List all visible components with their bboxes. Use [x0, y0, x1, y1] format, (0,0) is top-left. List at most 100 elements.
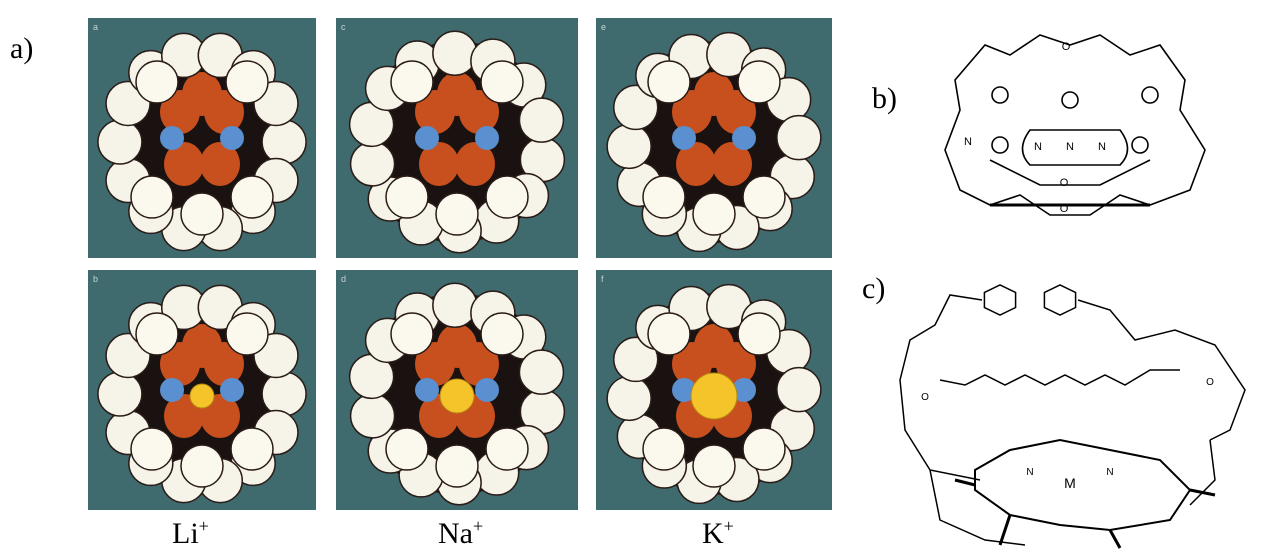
hydrogen-atom — [481, 61, 523, 103]
ion-charge: + — [473, 516, 483, 536]
porphyrin — [975, 440, 1190, 530]
nitrogen-atom — [220, 378, 244, 402]
model-photo: b — [88, 270, 316, 510]
hydrogen-atom — [519, 350, 563, 394]
benzene-ring — [1044, 285, 1075, 315]
bond — [990, 160, 1150, 185]
hydrogen-atom — [351, 142, 395, 186]
nitrogen-atom — [672, 126, 696, 150]
bond — [940, 370, 1180, 385]
hydrogen-atom — [226, 61, 268, 103]
oxygen-atom — [182, 72, 222, 116]
ion-symbol: Li — [172, 517, 199, 550]
photo-letter: e — [601, 22, 606, 32]
hydrogen-atom — [226, 313, 268, 355]
oxygen-atom — [182, 324, 222, 368]
atom-label: N — [1066, 141, 1074, 153]
ion-charge: + — [199, 516, 209, 536]
metal-ion — [190, 384, 214, 408]
nitrogen-atom — [415, 126, 439, 150]
benzene-ring — [984, 285, 1015, 315]
hydrogen-atom — [136, 61, 178, 103]
charge-circle — [992, 137, 1008, 153]
hydrogen-atom — [643, 428, 685, 470]
ion-label: Na+ — [438, 516, 483, 551]
ion-label: Li+ — [172, 516, 209, 551]
ion-label: K+ — [702, 516, 734, 551]
hydrogen-atom — [98, 372, 142, 416]
hydrogen-atom — [693, 193, 735, 235]
ion-symbol: Na — [438, 517, 473, 550]
hydrogen-atom — [607, 376, 651, 420]
hydrogen-atom — [391, 61, 433, 103]
nitrogen-atom — [160, 126, 184, 150]
atom-label: N — [1106, 467, 1113, 478]
photo-letter: c — [341, 22, 346, 32]
hydrogen-atom — [648, 61, 690, 103]
bond — [930, 440, 1215, 545]
hydrogen-atom — [436, 445, 478, 487]
charge-circle — [1132, 137, 1148, 153]
hydrogen-atom — [181, 445, 223, 487]
hydrogen-atom — [693, 445, 735, 487]
hydrogen-atom — [386, 428, 428, 470]
hydrogen-atom — [131, 176, 173, 218]
hydrogen-atom — [481, 313, 523, 355]
nitrogen-atom — [732, 126, 756, 150]
metal-ion — [691, 373, 737, 419]
nitrogen-atom — [220, 126, 244, 150]
oxygen-atom — [437, 324, 477, 368]
bond — [945, 35, 1205, 215]
nitrogen-atom — [475, 378, 499, 402]
hydrogen-atom — [136, 313, 178, 355]
model-photo: d — [336, 270, 578, 510]
atom-label: N — [1098, 141, 1106, 153]
hydrogen-atom — [777, 368, 821, 412]
ion-charge: + — [724, 516, 734, 536]
nitrogen-atom — [475, 126, 499, 150]
hydrogen-atom — [436, 193, 478, 235]
model-photo: f — [596, 270, 832, 510]
hydrogen-atom — [433, 31, 477, 75]
hydrogen-atom — [643, 176, 685, 218]
ion-symbol: K — [702, 517, 724, 550]
nitrogen-atom — [415, 378, 439, 402]
atom-label: M — [1064, 475, 1076, 491]
hydrogen-atom — [262, 120, 306, 164]
model-photo: e — [596, 18, 832, 258]
hydrogen-atom — [231, 176, 273, 218]
hydrogen-atom — [607, 124, 651, 168]
bond — [900, 295, 1245, 480]
panel-label: a) — [10, 32, 33, 66]
hydrogen-atom — [486, 176, 528, 218]
atom-label: O — [1060, 177, 1069, 189]
oxygen-atom — [694, 72, 734, 116]
model-photo: c — [336, 18, 578, 258]
hydrogen-atom — [777, 116, 821, 160]
panel-label: b) — [872, 82, 897, 116]
hydrogen-atom — [743, 176, 785, 218]
atom-label: N — [964, 136, 972, 148]
hydrogen-atom — [486, 428, 528, 470]
atom-label: O — [921, 392, 929, 403]
nitrogen-atom — [160, 378, 184, 402]
oxygen-atom — [694, 324, 734, 368]
atom-label: N — [1026, 467, 1033, 478]
hydrogen-atom — [743, 428, 785, 470]
hydrogen-atom — [519, 98, 563, 142]
hydrogen-atom — [738, 61, 780, 103]
hydrogen-atom — [433, 283, 477, 327]
photo-letter: d — [341, 274, 346, 284]
hydrogen-atom — [648, 313, 690, 355]
hydrogen-atom — [181, 193, 223, 235]
atom-label: O — [1062, 41, 1071, 53]
model-photo: a — [88, 18, 316, 258]
charge-circle — [1062, 92, 1078, 108]
metal-ion — [440, 379, 474, 413]
hydrogen-atom — [262, 372, 306, 416]
charge-circle — [1142, 87, 1158, 103]
hydrogen-atom — [131, 428, 173, 470]
hydrogen-atom — [351, 394, 395, 438]
figure-art: acebdfOOONNNNMNNOO — [0, 0, 1261, 558]
figure: acebdfOOONNNNMNNOO a) b) c) Li+ Na+ K+ — [0, 0, 1261, 558]
